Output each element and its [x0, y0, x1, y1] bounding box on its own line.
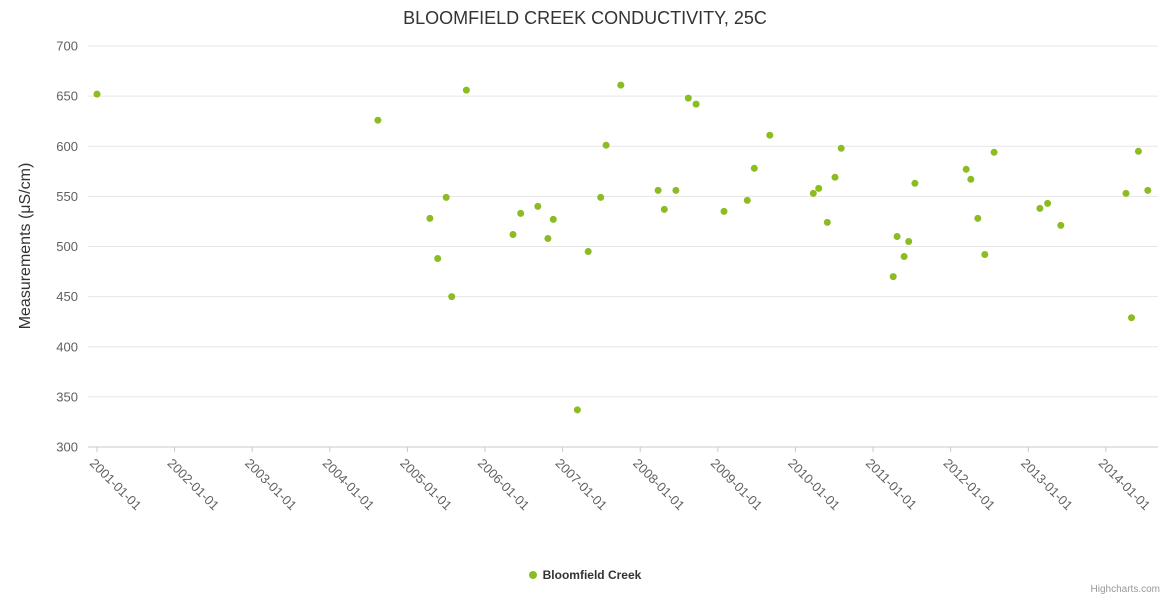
data-point[interactable]	[974, 214, 982, 222]
data-point[interactable]	[573, 406, 581, 414]
data-point[interactable]	[900, 253, 908, 260]
data-point[interactable]	[831, 173, 839, 181]
data-point[interactable]	[1134, 147, 1142, 155]
data-point[interactable]	[750, 164, 758, 172]
data-point[interactable]	[434, 255, 442, 262]
x-axis-tick-label: 2004-01-01	[320, 456, 378, 514]
y-axis-tick-label: 650	[56, 89, 78, 104]
data-point[interactable]	[815, 184, 823, 192]
data-point[interactable]	[597, 193, 605, 201]
x-axis-tick-label: 2010-01-01	[785, 456, 843, 514]
data-point[interactable]	[544, 235, 552, 242]
x-axis-tick-label: 2011-01-01	[863, 456, 920, 513]
data-point[interactable]	[837, 144, 845, 152]
data-point[interactable]	[1057, 221, 1065, 229]
y-axis-tick-label: 550	[56, 189, 78, 204]
data-point[interactable]	[602, 141, 610, 149]
x-axis-tick-label: 2012-01-01	[941, 456, 999, 514]
x-axis-tick-label: 2007-01-01	[553, 456, 611, 514]
data-point[interactable]	[1044, 199, 1052, 207]
data-point[interactable]	[809, 189, 817, 197]
data-point[interactable]	[1144, 186, 1152, 194]
chart-title: BLOOMFIELD CREEK CONDUCTIVITY, 25C	[403, 8, 767, 28]
y-axis-tick-label: 450	[56, 289, 78, 304]
data-point[interactable]	[1036, 204, 1044, 212]
y-axis-tick-label: 350	[56, 389, 78, 404]
data-point[interactable]	[911, 179, 919, 187]
legend-item[interactable]: Bloomfield Creek	[0, 568, 1170, 582]
data-point[interactable]	[93, 90, 101, 98]
data-point[interactable]	[1128, 314, 1135, 322]
data-point[interactable]	[823, 218, 831, 226]
y-axis-tick-label: 400	[56, 339, 78, 354]
x-axis-tick-label: 2006-01-01	[475, 456, 533, 514]
x-axis-tick-label: 2003-01-01	[242, 456, 300, 514]
data-point[interactable]	[905, 238, 913, 245]
x-axis-tick-label: 2001-01-01	[87, 456, 145, 514]
y-axis-title: Measurements (μS/cm)	[17, 162, 34, 330]
x-axis-tick-label: 2008-01-01	[630, 456, 688, 514]
legend-series-label: Bloomfield Creek	[542, 568, 642, 582]
data-point[interactable]	[660, 205, 668, 213]
data-point[interactable]	[584, 248, 592, 255]
data-point[interactable]	[684, 94, 692, 102]
data-point[interactable]	[534, 202, 542, 210]
data-point[interactable]	[766, 131, 774, 139]
data-point[interactable]	[893, 233, 901, 240]
data-point[interactable]	[374, 116, 382, 124]
data-point[interactable]	[672, 186, 680, 194]
x-axis-tick-label: 2013-01-01	[1018, 456, 1076, 514]
y-axis-tick-label: 500	[56, 239, 78, 254]
data-point[interactable]	[889, 273, 897, 281]
data-point[interactable]	[509, 231, 517, 238]
highcharts-credits-link[interactable]: Highcharts.com	[1090, 584, 1160, 595]
x-axis-tick-label: 2014-01-01	[1096, 456, 1154, 514]
data-point[interactable]	[442, 193, 450, 201]
data-point[interactable]	[462, 86, 470, 94]
data-point[interactable]	[654, 186, 662, 194]
data-point[interactable]	[448, 293, 456, 301]
x-axis-tick-label: 2009-01-01	[708, 456, 766, 514]
data-point[interactable]	[517, 209, 525, 217]
y-axis-tick-label: 300	[56, 440, 78, 455]
data-point[interactable]	[617, 81, 625, 89]
legend-marker-icon	[528, 571, 537, 579]
data-point[interactable]	[990, 148, 998, 156]
y-axis-tick-label: 600	[56, 139, 78, 154]
data-point[interactable]	[743, 196, 751, 204]
data-point[interactable]	[720, 207, 728, 215]
data-point[interactable]	[426, 214, 434, 222]
x-axis-tick-label: 2002-01-01	[164, 456, 222, 514]
data-point[interactable]	[549, 215, 557, 223]
data-point[interactable]	[967, 175, 975, 183]
x-axis-tick-label: 2005-01-01	[397, 456, 455, 514]
data-point[interactable]	[981, 251, 989, 258]
y-axis-tick-label: 700	[56, 39, 78, 54]
data-point[interactable]	[692, 100, 700, 108]
data-point[interactable]	[1122, 189, 1130, 197]
data-point[interactable]	[962, 165, 970, 173]
